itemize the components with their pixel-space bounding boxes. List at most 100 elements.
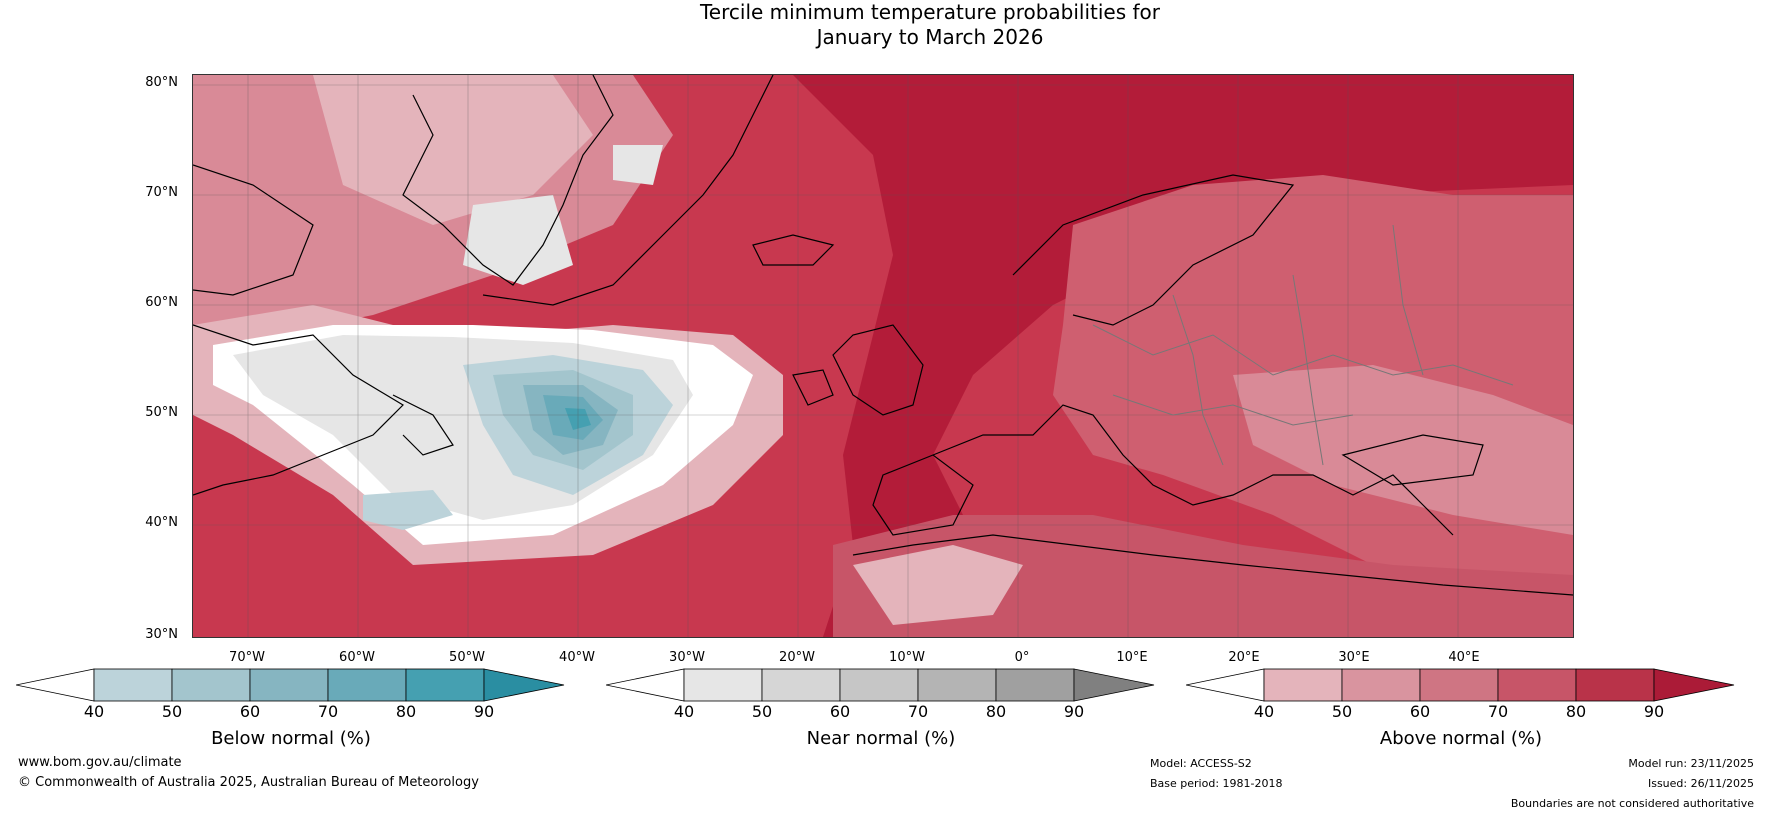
cbar-near-label: Near normal (%) xyxy=(806,728,956,749)
below-normal-south xyxy=(363,490,453,530)
lon-label-40w: 40°W xyxy=(559,650,595,665)
lat-label-80n: 80°N xyxy=(145,75,178,90)
colorbar-below-bin-1 xyxy=(93,668,173,702)
colorbar-below-bin-4 xyxy=(327,668,407,702)
cbar-above-tick-80: 80 xyxy=(1565,702,1587,721)
colorbar-near-bin-4 xyxy=(917,668,997,702)
lon-label-30w: 30°W xyxy=(669,650,705,665)
cbar-above-tick-60: 60 xyxy=(1409,702,1431,721)
greenland-near-normal xyxy=(463,195,573,285)
lat-label-70n: 70°N xyxy=(145,185,178,200)
colorbar-below-high-end xyxy=(483,668,565,702)
cbar-near-tick-50: 50 xyxy=(751,702,773,721)
black-sea xyxy=(1341,434,1484,486)
lon-label-70w: 70°W xyxy=(229,650,265,665)
model-text: Model: ACCESS-S2 xyxy=(1150,757,1252,770)
cbar-below-tick-40: 40 xyxy=(83,702,105,721)
cbar-near-tick-40: 40 xyxy=(673,702,695,721)
greenland-near-normal-2 xyxy=(613,145,663,185)
newfoundland xyxy=(392,394,454,456)
cbar-above-label: Above normal (%) xyxy=(1379,728,1543,749)
lon-label-10w: 10°W xyxy=(889,650,925,665)
cbar-above-tick-50: 50 xyxy=(1331,702,1353,721)
colorbar-above-low-end xyxy=(1185,668,1265,702)
baffin-coast xyxy=(193,164,314,296)
cbar-above-tick-90: 90 xyxy=(1643,702,1665,721)
ireland xyxy=(792,369,834,406)
colorbar-above-bin-1 xyxy=(1263,668,1343,702)
probability-map xyxy=(192,74,1574,638)
base-period-text: Base period: 1981-2018 xyxy=(1150,777,1283,790)
cbar-below-tick-60: 60 xyxy=(239,702,261,721)
colorbar-below-normal: 40 50 60 70 80 90 Below normal (%) xyxy=(15,668,566,758)
greenland-east-coast xyxy=(482,75,774,306)
eastern-europe-light xyxy=(1233,365,1573,535)
lat-label-40n: 40°N xyxy=(145,515,178,530)
colorbar-above-swatches xyxy=(1185,668,1735,702)
cbar-above-tick-40: 40 xyxy=(1253,702,1275,721)
title-line-1: Tercile minimum temperature probabilitie… xyxy=(699,0,1161,24)
cbar-near-tick-70: 70 xyxy=(907,702,929,721)
model-run-text: Model run: 23/11/2025 xyxy=(1628,757,1754,770)
colorbar-near-bin-1 xyxy=(683,668,763,702)
colorbar-near-low-end xyxy=(605,668,685,702)
map-title: Tercile minimum temperature probabilitie… xyxy=(470,0,1390,50)
colorbar-below-low-end xyxy=(15,668,95,702)
colorbar-above-bin-2 xyxy=(1341,668,1421,702)
colorbar-below-bin-2 xyxy=(171,668,251,702)
colorbar-above-bin-4 xyxy=(1497,668,1577,702)
lon-label-50w: 50°W xyxy=(449,650,485,665)
north-africa-light xyxy=(853,545,1023,625)
cbar-below-tick-90: 90 xyxy=(473,702,495,721)
colorbar-above-bin-5 xyxy=(1575,668,1655,702)
colorbar-near-bin-5 xyxy=(995,668,1075,702)
lon-label-0: 0° xyxy=(1014,650,1030,665)
colorbar-below-swatches xyxy=(15,668,565,702)
scandinavia-coast xyxy=(1012,174,1295,326)
lon-label-60w: 60°W xyxy=(339,650,375,665)
title-line-2: January to March 2026 xyxy=(816,25,1044,49)
africa-coast xyxy=(852,534,1573,596)
issued-text: Issued: 26/11/2025 xyxy=(1647,777,1754,790)
colorbar-above-high-end xyxy=(1653,668,1735,702)
colorbar-near-bin-2 xyxy=(761,668,841,702)
lon-label-40e: 40°E xyxy=(1448,650,1480,665)
british-isles xyxy=(832,324,924,416)
cbar-below-label: Below normal (%) xyxy=(211,728,371,749)
greenland-inner xyxy=(313,75,593,225)
map-canvas xyxy=(193,75,1573,637)
labrador-coast xyxy=(193,324,404,496)
lon-label-20w: 20°W xyxy=(779,650,815,665)
colorbar-near-bin-3 xyxy=(839,668,919,702)
colorbar-above-normal: 40 50 60 70 80 90 Above normal (%) xyxy=(1185,668,1736,758)
lat-label-30n: 30°N xyxy=(145,627,178,642)
country-borders xyxy=(1092,224,1514,466)
copyright-text: © Commonwealth of Australia 2025, Austra… xyxy=(18,775,479,790)
colorbar-near-high-end xyxy=(1073,668,1155,702)
cbar-near-tick-60: 60 xyxy=(829,702,851,721)
lat-label-60n: 60°N xyxy=(145,295,178,310)
colorbar-near-normal: 40 50 60 70 80 90 Near normal (%) xyxy=(605,668,1156,758)
iberia xyxy=(872,454,974,536)
greenland-west-coast xyxy=(402,75,614,286)
cbar-below-tick-70: 70 xyxy=(317,702,339,721)
high-probability-band xyxy=(793,75,1573,637)
website-link[interactable]: www.bom.gov.au/climate xyxy=(18,755,182,770)
lat-label-50n: 50°N xyxy=(145,405,178,420)
colorbar-above-bin-3 xyxy=(1419,668,1499,702)
coastlines xyxy=(193,75,1573,596)
disclaimer-text: Boundaries are not considered authoritat… xyxy=(1510,797,1754,810)
iceland xyxy=(752,234,835,266)
cbar-near-tick-90: 90 xyxy=(1063,702,1085,721)
cbar-near-tick-80: 80 xyxy=(985,702,1007,721)
cbar-below-tick-50: 50 xyxy=(161,702,183,721)
lon-label-30e: 30°E xyxy=(1338,650,1370,665)
colorbar-below-bin-5 xyxy=(405,668,485,702)
colorbar-below-bin-3 xyxy=(249,668,329,702)
europe-south-coast xyxy=(932,404,1454,536)
cbar-above-tick-70: 70 xyxy=(1487,702,1509,721)
cbar-below-tick-80: 80 xyxy=(395,702,417,721)
lon-label-10e: 10°E xyxy=(1116,650,1148,665)
colorbar-near-swatches xyxy=(605,668,1155,702)
lon-label-20e: 20°E xyxy=(1228,650,1260,665)
